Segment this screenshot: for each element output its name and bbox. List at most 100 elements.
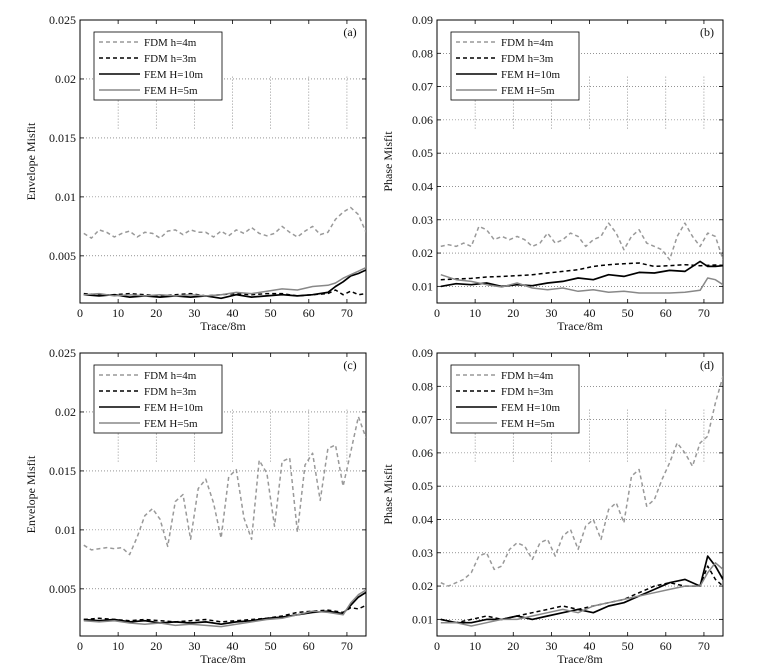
series-line-fem-h-10m: [440, 260, 723, 288]
x-tick-label: 10: [469, 306, 481, 320]
legend: FDM h=4m FDM h=3m FEM H=10m FEM H=5m: [450, 31, 580, 101]
legend-box: [93, 31, 223, 101]
panel-label: (b): [700, 25, 714, 39]
y-tick-label: 0.04: [412, 512, 433, 526]
legend-label: FEM H=10m: [144, 69, 204, 81]
x-tick-label: 60: [303, 639, 315, 653]
plot-frame: [436, 352, 724, 637]
series-line-fem-h-10m: [83, 591, 366, 626]
y-tick-label: 0.03: [412, 546, 433, 560]
y-axis-label: Envelope Misfit: [24, 455, 38, 533]
series-line-fem-h-5m: [83, 266, 366, 297]
y-tick-label: 0.02: [55, 72, 76, 86]
series-line-fdm-h-4m: [83, 206, 366, 239]
legend-box: [450, 364, 580, 434]
y-tick-label: 0.05: [412, 479, 433, 493]
x-tick-label: 0: [77, 639, 83, 653]
legend-label: FEM H=5m: [144, 85, 198, 97]
x-tick-label: 50: [265, 639, 277, 653]
x-tick-label: 20: [507, 639, 519, 653]
x-tick-label: 40: [227, 639, 239, 653]
y-tick-label: 0.01: [55, 523, 76, 537]
y-tick-label: 0.005: [49, 582, 76, 596]
x-tick-label: 70: [341, 639, 353, 653]
y-tick-label: 0.005: [49, 249, 76, 263]
legend-label: FDM h=3m: [144, 386, 197, 398]
x-tick-label: 70: [698, 639, 710, 653]
legend-label: FEM H=10m: [501, 402, 561, 414]
x-tick-label: 70: [341, 306, 353, 320]
x-tick-label: 30: [188, 306, 200, 320]
legend: FDM h=4m FDM h=3m FEM H=10m FEM H=5m: [93, 364, 223, 434]
panel-b: 0 10 20 30 40 50 60 70 0.01 0.02 0.03 0.04 0.05 0.06 0…: [381, 13, 724, 333]
plot-frame: [79, 19, 367, 304]
y-tick-label: 0.025: [49, 13, 76, 27]
plot-frame: [436, 19, 724, 304]
panel-label: (a): [343, 25, 356, 39]
x-tick-label: 10: [112, 306, 124, 320]
x-tick-label: 60: [303, 306, 315, 320]
y-tick-label: 0.03: [412, 213, 433, 227]
y-axis-label: Phase Misfit: [381, 131, 395, 192]
y-tick-label: 0.015: [49, 464, 76, 478]
y-tick-label: 0.01: [55, 190, 76, 204]
legend: FDM h=4m FDM h=3m FEM H=10m FEM H=5m: [93, 31, 223, 101]
legend-label: FDM h=3m: [501, 386, 554, 398]
x-tick-label: 40: [227, 306, 239, 320]
x-tick-label: 0: [77, 306, 83, 320]
series-line-fdm-h-4m: [440, 376, 723, 587]
legend-label: FDM h=4m: [501, 370, 554, 382]
legend-box: [93, 364, 223, 434]
y-tick-label: 0.08: [412, 379, 433, 393]
legend-label: FEM H=5m: [501, 418, 555, 430]
legend-box: [450, 31, 580, 101]
x-tick-label: 20: [150, 306, 162, 320]
y-tick-label: 0.09: [412, 13, 433, 27]
y-tick-label: 0.01: [412, 612, 433, 626]
y-tick-label: 0.02: [412, 579, 433, 593]
y-tick-label: 0.04: [412, 179, 433, 193]
y-tick-label: 0.08: [412, 46, 433, 60]
series-line-fem-h-10m: [440, 555, 723, 624]
y-tick-label: 0.07: [412, 80, 433, 94]
legend-label: FDM h=3m: [501, 53, 554, 65]
x-tick-label: 50: [622, 639, 634, 653]
legend: FDM h=4m FDM h=3m FEM H=10m FEM H=5m: [450, 364, 580, 434]
series-line-fem-h-5m: [440, 273, 723, 294]
y-tick-label: 0.01: [412, 279, 433, 293]
legend-label: FDM h=4m: [501, 37, 554, 49]
panel-c: 0 10 20 30 40 50 60 70 0.005 0.01 0.015 0.02 0.025 Tr…: [24, 346, 367, 666]
x-tick-label: 20: [150, 639, 162, 653]
x-tick-label: 30: [545, 639, 557, 653]
y-tick-label: 0.07: [412, 413, 433, 427]
x-tick-label: 10: [112, 639, 124, 653]
series-line-fdm-h-4m: [440, 222, 723, 261]
x-axis-label: Trace/8m: [557, 652, 603, 666]
legend-label: FDM h=4m: [144, 37, 197, 49]
x-axis-label: Trace/8m: [200, 319, 246, 333]
series-line-fdm-h-3m: [83, 604, 366, 623]
x-tick-label: 40: [584, 639, 596, 653]
legend-label: FEM H=10m: [144, 402, 204, 414]
x-axis-label: Trace/8m: [557, 319, 603, 333]
y-axis-label: Envelope Misfit: [24, 122, 38, 200]
y-tick-label: 0.02: [55, 405, 76, 419]
series-line-fem-h-10m: [83, 269, 366, 300]
x-tick-label: 50: [265, 306, 277, 320]
x-tick-label: 60: [660, 639, 672, 653]
y-tick-label: 0.06: [412, 446, 433, 460]
panel-label: (d): [700, 358, 714, 372]
x-axis-label: Trace/8m: [200, 652, 246, 666]
legend-label: FDM h=3m: [144, 53, 197, 65]
x-tick-label: 40: [584, 306, 596, 320]
legend-label: FEM H=5m: [144, 418, 198, 430]
x-tick-label: 50: [622, 306, 634, 320]
series-line-fdm-h-4m: [83, 415, 366, 556]
x-tick-label: 30: [188, 639, 200, 653]
legend-label: FDM h=4m: [144, 370, 197, 382]
y-axis-label: Phase Misfit: [381, 464, 395, 525]
x-tick-label: 10: [469, 639, 481, 653]
x-tick-label: 20: [507, 306, 519, 320]
x-tick-label: 70: [698, 306, 710, 320]
